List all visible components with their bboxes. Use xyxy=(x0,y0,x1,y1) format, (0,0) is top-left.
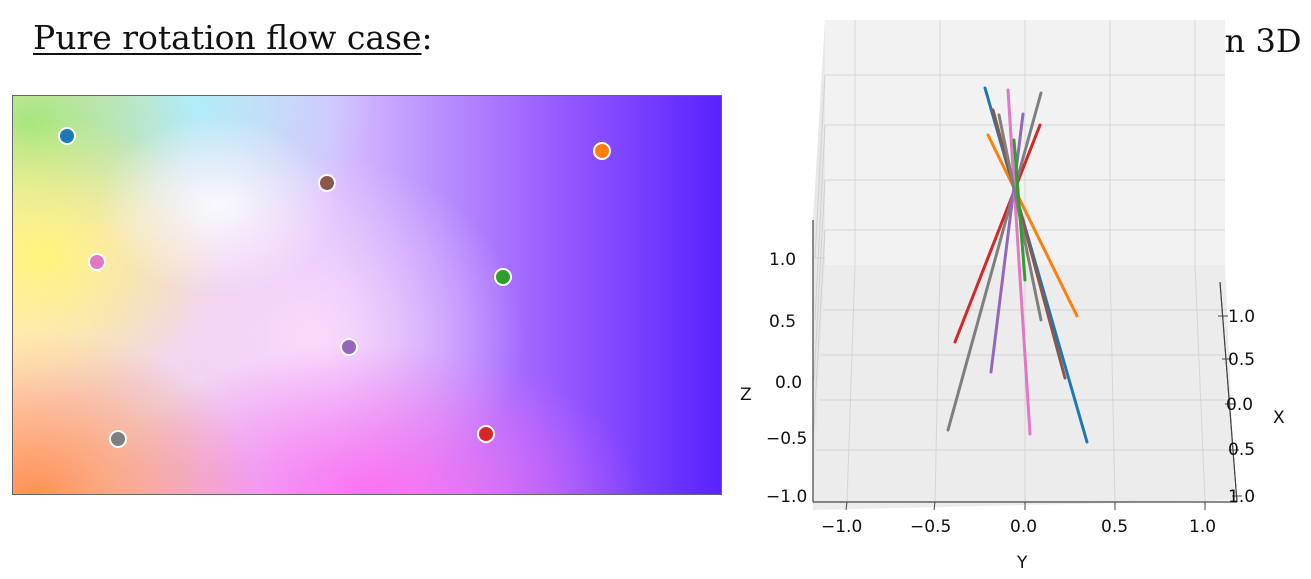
point-red xyxy=(477,425,495,443)
y-tick-3: 0.5 xyxy=(1101,517,1128,537)
x-tick-2: 0.0 xyxy=(1226,395,1253,415)
rotation-line-red xyxy=(953,123,1042,344)
rotation-line-brown xyxy=(991,108,1067,380)
point-brown xyxy=(318,174,336,192)
y-tick-0: −1.0 xyxy=(821,517,862,537)
point-gray xyxy=(109,430,127,448)
rotation-lines xyxy=(946,86,1089,444)
z-tick-4: −1.0 xyxy=(766,487,807,507)
y-axis-label: Y xyxy=(1016,553,1028,573)
point-green xyxy=(494,268,512,286)
floor-grid xyxy=(816,264,1233,503)
x-axis-label: X xyxy=(1273,408,1285,428)
point-blue xyxy=(58,127,76,145)
y-axis: −1.0 −0.5 0.0 0.5 1.0 Y xyxy=(821,501,1216,573)
back-grid xyxy=(825,20,1225,265)
x-tick-0: 1.0 xyxy=(1228,307,1255,327)
x-tick-1: 0.5 xyxy=(1228,350,1255,370)
x-axis: 1.0 0.5 0.0 0.5 1.0 X xyxy=(1218,281,1285,507)
x-tick-4: 1.0 xyxy=(1228,487,1255,507)
rotation-flow-field xyxy=(12,95,722,495)
left-panel-title: Pure rotation flow case: xyxy=(33,18,433,57)
z-tick-1: 0.5 xyxy=(769,312,796,332)
y-tick-2: 0.0 xyxy=(1010,517,1037,537)
rotation-3d-plot: 1.0 0.5 0.0 −0.5 −1.0 Z −1.0 −0.5 0.0 0.… xyxy=(740,20,1285,573)
z-axis-label: Z xyxy=(740,385,752,405)
left-grid xyxy=(812,74,826,441)
y-tick-1: −0.5 xyxy=(910,517,951,537)
left-panel-title-colon: : xyxy=(421,18,433,57)
x-tick-3: 0.5 xyxy=(1228,440,1255,460)
z-axis: 1.0 0.5 0.0 −0.5 −1.0 Z xyxy=(740,250,807,507)
rotation-line-orange xyxy=(986,133,1079,318)
rotation-line-pink xyxy=(1006,88,1032,436)
left-panel-title-text: Pure rotation flow case xyxy=(33,18,422,57)
rotation-line-green xyxy=(1012,138,1027,282)
z-tick-2: 0.0 xyxy=(775,373,802,393)
z-tick-0: 1.0 xyxy=(769,250,796,270)
y-tick-4: 1.0 xyxy=(1189,517,1216,537)
rotation-line-purple xyxy=(989,112,1025,374)
rotation-line-gray-a xyxy=(946,91,1043,432)
point-purple xyxy=(340,338,358,356)
point-pink xyxy=(88,253,106,271)
z-tick-3: −0.5 xyxy=(766,429,807,449)
point-orange xyxy=(593,142,611,160)
